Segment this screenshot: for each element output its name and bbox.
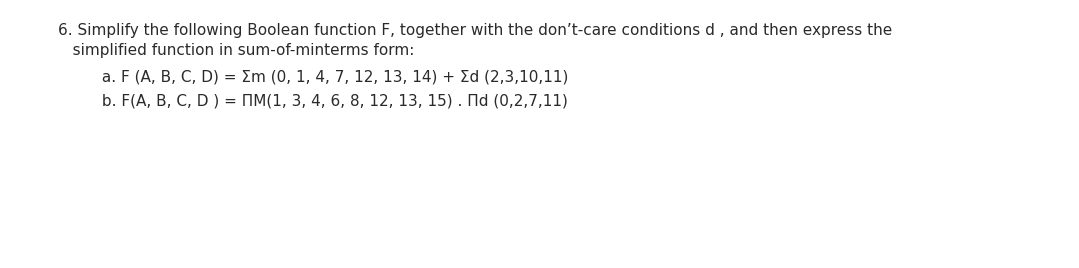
Text: 6. Simplify the following Boolean function F, together with the don’t-care condi: 6. Simplify the following Boolean functi… bbox=[58, 23, 892, 38]
Text: b. F(A, B, C, D ) = ΠM(1, 3, 4, 6, 8, 12, 13, 15) . Πd (0,2,7,11): b. F(A, B, C, D ) = ΠM(1, 3, 4, 6, 8, 12… bbox=[58, 93, 568, 108]
Text: a. F (A, B, C, D) = Σm (0, 1, 4, 7, 12, 13, 14) + Σd (2,3,10,11): a. F (A, B, C, D) = Σm (0, 1, 4, 7, 12, … bbox=[58, 70, 569, 85]
Text: simplified function in sum-of-minterms form:: simplified function in sum-of-minterms f… bbox=[58, 43, 414, 58]
